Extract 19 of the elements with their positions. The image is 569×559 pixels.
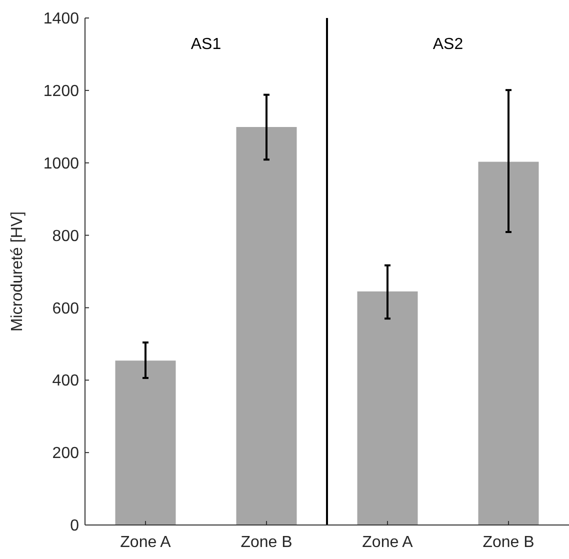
bar <box>478 162 539 525</box>
y-axis-title: Microdureté [HV] <box>9 211 26 332</box>
y-tick-label: 1000 <box>43 155 80 172</box>
y-tick-label: 600 <box>52 300 80 318</box>
annotation: AS2 <box>432 36 464 53</box>
annotation: AS1 <box>190 36 222 53</box>
x-tick-label: Zone A <box>120 534 172 551</box>
x-tick-label: Zone B <box>482 534 534 551</box>
x-tick-label: Zone B <box>240 534 292 551</box>
y-tick-label: 800 <box>52 228 80 245</box>
y-tick-label: 1200 <box>43 83 80 100</box>
bar <box>357 291 418 525</box>
y-tick-label: 200 <box>52 445 80 462</box>
bar <box>115 360 176 525</box>
y-tick-label: 400 <box>52 372 80 390</box>
x-tick-label: Zone A <box>362 534 414 551</box>
bar <box>236 127 297 525</box>
y-tick-label: 0 <box>70 518 80 535</box>
y-tick-label: 1400 <box>43 10 80 28</box>
